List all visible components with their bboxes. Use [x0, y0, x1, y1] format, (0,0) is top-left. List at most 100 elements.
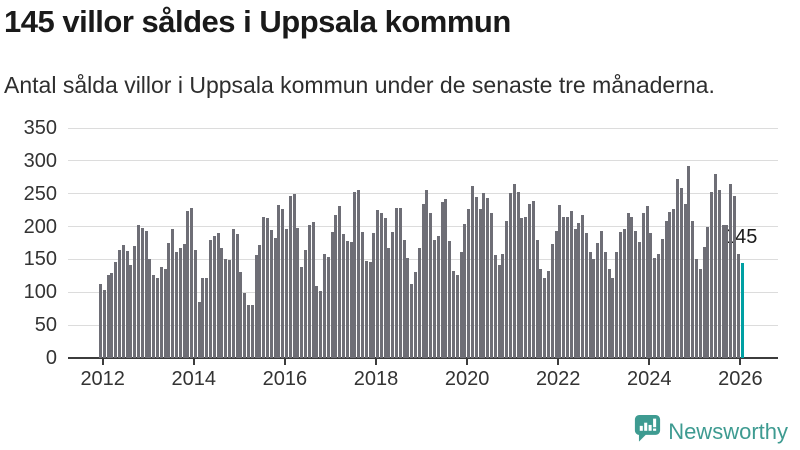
bar [622, 229, 626, 358]
bar [410, 284, 414, 358]
bar [319, 291, 323, 358]
bar [717, 190, 721, 358]
bar [611, 278, 615, 358]
bar [554, 231, 558, 358]
bar [535, 240, 539, 358]
bar [641, 213, 645, 358]
bar [474, 197, 478, 358]
bar [653, 258, 657, 358]
bar [254, 255, 258, 358]
bar [596, 243, 600, 358]
bar [163, 269, 167, 358]
bar [668, 212, 672, 358]
bar [258, 245, 262, 358]
bar [102, 290, 106, 358]
bar [657, 254, 660, 358]
bar [691, 221, 695, 358]
bar [619, 232, 623, 358]
y-tick-label: 300 [23, 149, 57, 172]
bar [212, 236, 216, 358]
bar [395, 208, 399, 358]
bar [421, 204, 425, 358]
bar [296, 228, 300, 358]
bar [224, 259, 228, 358]
bar [660, 239, 664, 358]
bar [478, 209, 482, 358]
bar [455, 275, 459, 358]
bar [489, 213, 493, 358]
bar [414, 272, 418, 358]
x-tick [101, 359, 104, 365]
bar [531, 201, 535, 358]
y-axis: 0 50 100 150 200 250 300 350 [0, 117, 57, 369]
gridline [68, 193, 778, 195]
bar [220, 248, 224, 358]
bar [497, 265, 501, 358]
page-title: 145 villor såldes i Uppsala kommun [4, 4, 511, 39]
bar [501, 254, 505, 358]
bar [463, 224, 467, 358]
bar [125, 251, 129, 358]
bar [573, 229, 577, 358]
bar [247, 305, 251, 358]
bar [121, 245, 125, 358]
bar [429, 213, 433, 358]
bar [387, 248, 391, 358]
bar [303, 250, 307, 358]
bar [459, 252, 463, 358]
bar [672, 209, 676, 358]
x-tick-label: 2026 [718, 368, 763, 390]
bar [136, 225, 140, 358]
bar [444, 199, 448, 358]
bar [186, 211, 190, 358]
x-tick [192, 359, 195, 365]
bar [239, 272, 243, 358]
bar [516, 192, 520, 358]
bar [364, 261, 368, 358]
bar [106, 275, 110, 358]
bar [687, 166, 691, 358]
x-tick [739, 359, 742, 365]
bar [486, 198, 490, 358]
bar [357, 190, 361, 358]
y-tick-label: 150 [23, 248, 57, 271]
x-tick-label: 2024 [627, 368, 672, 390]
bar [683, 204, 687, 358]
x-tick [466, 359, 469, 365]
bar [527, 204, 531, 358]
bar [250, 305, 254, 358]
bar [482, 193, 486, 358]
bar-highlighted [740, 263, 744, 358]
bar [425, 190, 429, 358]
bar [307, 225, 311, 358]
bar [493, 255, 497, 358]
bar [201, 278, 205, 358]
bar [383, 218, 387, 358]
bar [467, 209, 471, 358]
bar [550, 244, 554, 358]
bar [353, 192, 357, 358]
bar [178, 248, 182, 358]
bar [607, 269, 611, 358]
bar [133, 246, 137, 358]
bar [266, 218, 270, 358]
bar [729, 184, 733, 358]
bar [698, 269, 702, 358]
plot-area: 145 2012 2014 2016 2018 2020 2022 2024 2026 [68, 127, 778, 390]
y-tick-label: 250 [23, 182, 57, 205]
bar [209, 240, 213, 358]
bar [300, 267, 304, 358]
bar [675, 179, 679, 358]
x-tick [648, 359, 651, 365]
bar [505, 221, 509, 358]
bar [326, 257, 330, 358]
bar [471, 186, 474, 358]
bar [140, 228, 144, 358]
x-tick-label: 2020 [444, 368, 490, 390]
bar [565, 217, 569, 358]
bar [398, 208, 402, 358]
bar [216, 233, 220, 358]
brand-footer: Newsworthy [634, 414, 788, 449]
bar [311, 222, 315, 358]
bar [406, 258, 410, 358]
